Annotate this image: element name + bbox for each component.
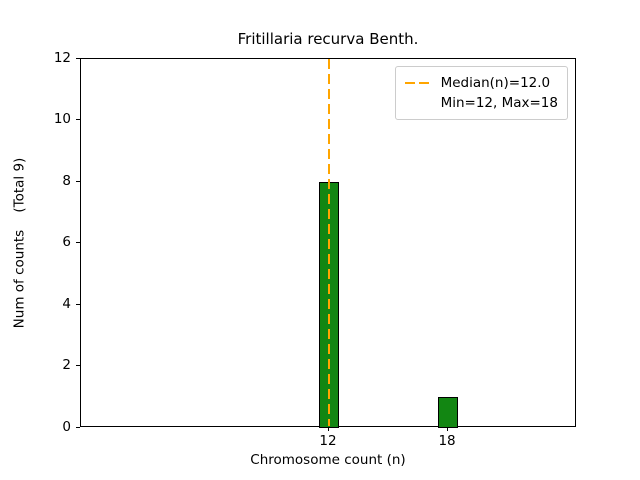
y-tick-mark [76,242,80,243]
plot-area: Median(n)=12.0 Min=12, Max=18 [80,58,576,428]
x-axis-label: Chromosome count (n) [250,452,406,468]
y-tick-mark [76,119,80,120]
x-tick-mark [446,427,448,431]
y-tick-label: 8 [62,172,71,189]
y-tick-label: 4 [62,295,71,312]
y-tick-mark [76,180,80,182]
legend: Median(n)=12.0 Min=12, Max=18 [394,66,568,120]
chart-title: Fritillaria recurva Benth. [237,30,419,48]
dashed-line-icon [404,82,432,84]
y-tick-mark [76,57,80,59]
median-line [328,59,330,426]
legend-label-minmax: Min=12, Max=18 [440,95,558,111]
y-tick-label: 2 [62,357,71,373]
y-tick-label: 6 [62,234,71,250]
y-tick-label: 10 [53,111,71,127]
legend-entry-median: Median(n)=12.0 [404,73,558,93]
x-tick-label: 12 [319,433,337,449]
legend-entry-minmax: Min=12, Max=18 [405,93,558,113]
y-tick-mark [76,365,80,366]
y-tick-mark [76,426,80,428]
y-tick-mark [76,303,80,305]
x-tick-mark [327,427,329,431]
x-tick-label: 18 [438,433,456,449]
y-tick-label: 12 [53,49,71,66]
bar [438,397,458,428]
legend-label-median: Median(n)=12.0 [440,75,551,91]
y-tick-label: 0 [62,418,71,435]
legend-spacer [405,102,432,104]
